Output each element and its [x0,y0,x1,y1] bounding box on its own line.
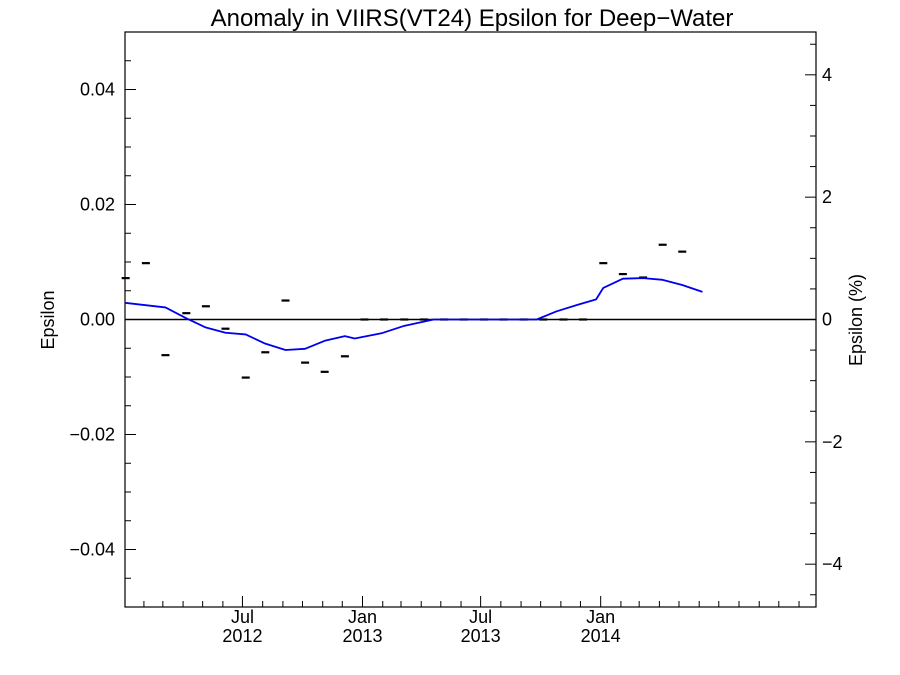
y-tick-label: 0.00 [80,310,115,330]
y2-tick-label: 4 [822,65,832,85]
chart-title: Anomaly in VIIRS(VT24) Epsilon for Deep−… [211,5,734,32]
x-tick-year-label: 2013 [342,626,382,646]
y2-axis-label: Epsilon (%) [846,274,866,366]
x-tick-month-label: Jan [586,607,615,627]
y2-tick-label: −4 [822,554,843,574]
y-tick-label: 0.02 [80,195,115,215]
y-tick-label: −0.02 [69,425,115,445]
y-tick-label: 0.04 [80,80,115,100]
y2-tick-label: −2 [822,432,843,452]
x-tick-month-label: Jul [231,607,254,627]
plot-area: 0.040.020.00−0.02−0.04 420−2−4 Jul2012Ja… [69,31,843,646]
y2-tick-label: 2 [822,187,832,207]
x-tick-year-label: 2014 [581,626,621,646]
series-layer [121,243,703,379]
series-line [124,277,703,351]
x-tick-year-label: 2013 [461,626,501,646]
x-tick-month-label: Jan [348,607,377,627]
y2-tick-label: 0 [822,310,832,330]
y-tick-label: −0.04 [69,540,115,560]
x-tick-year-label: 2012 [222,626,262,646]
x-tick-month-label: Jul [469,607,492,627]
left-y-axis: 0.04 0.02 0.00 −0.02 −0.04 [69,31,136,608]
y-axis-label: Epsilon [38,290,58,349]
right-y-axis: 4 2 0 −2 −4 [805,43,843,596]
